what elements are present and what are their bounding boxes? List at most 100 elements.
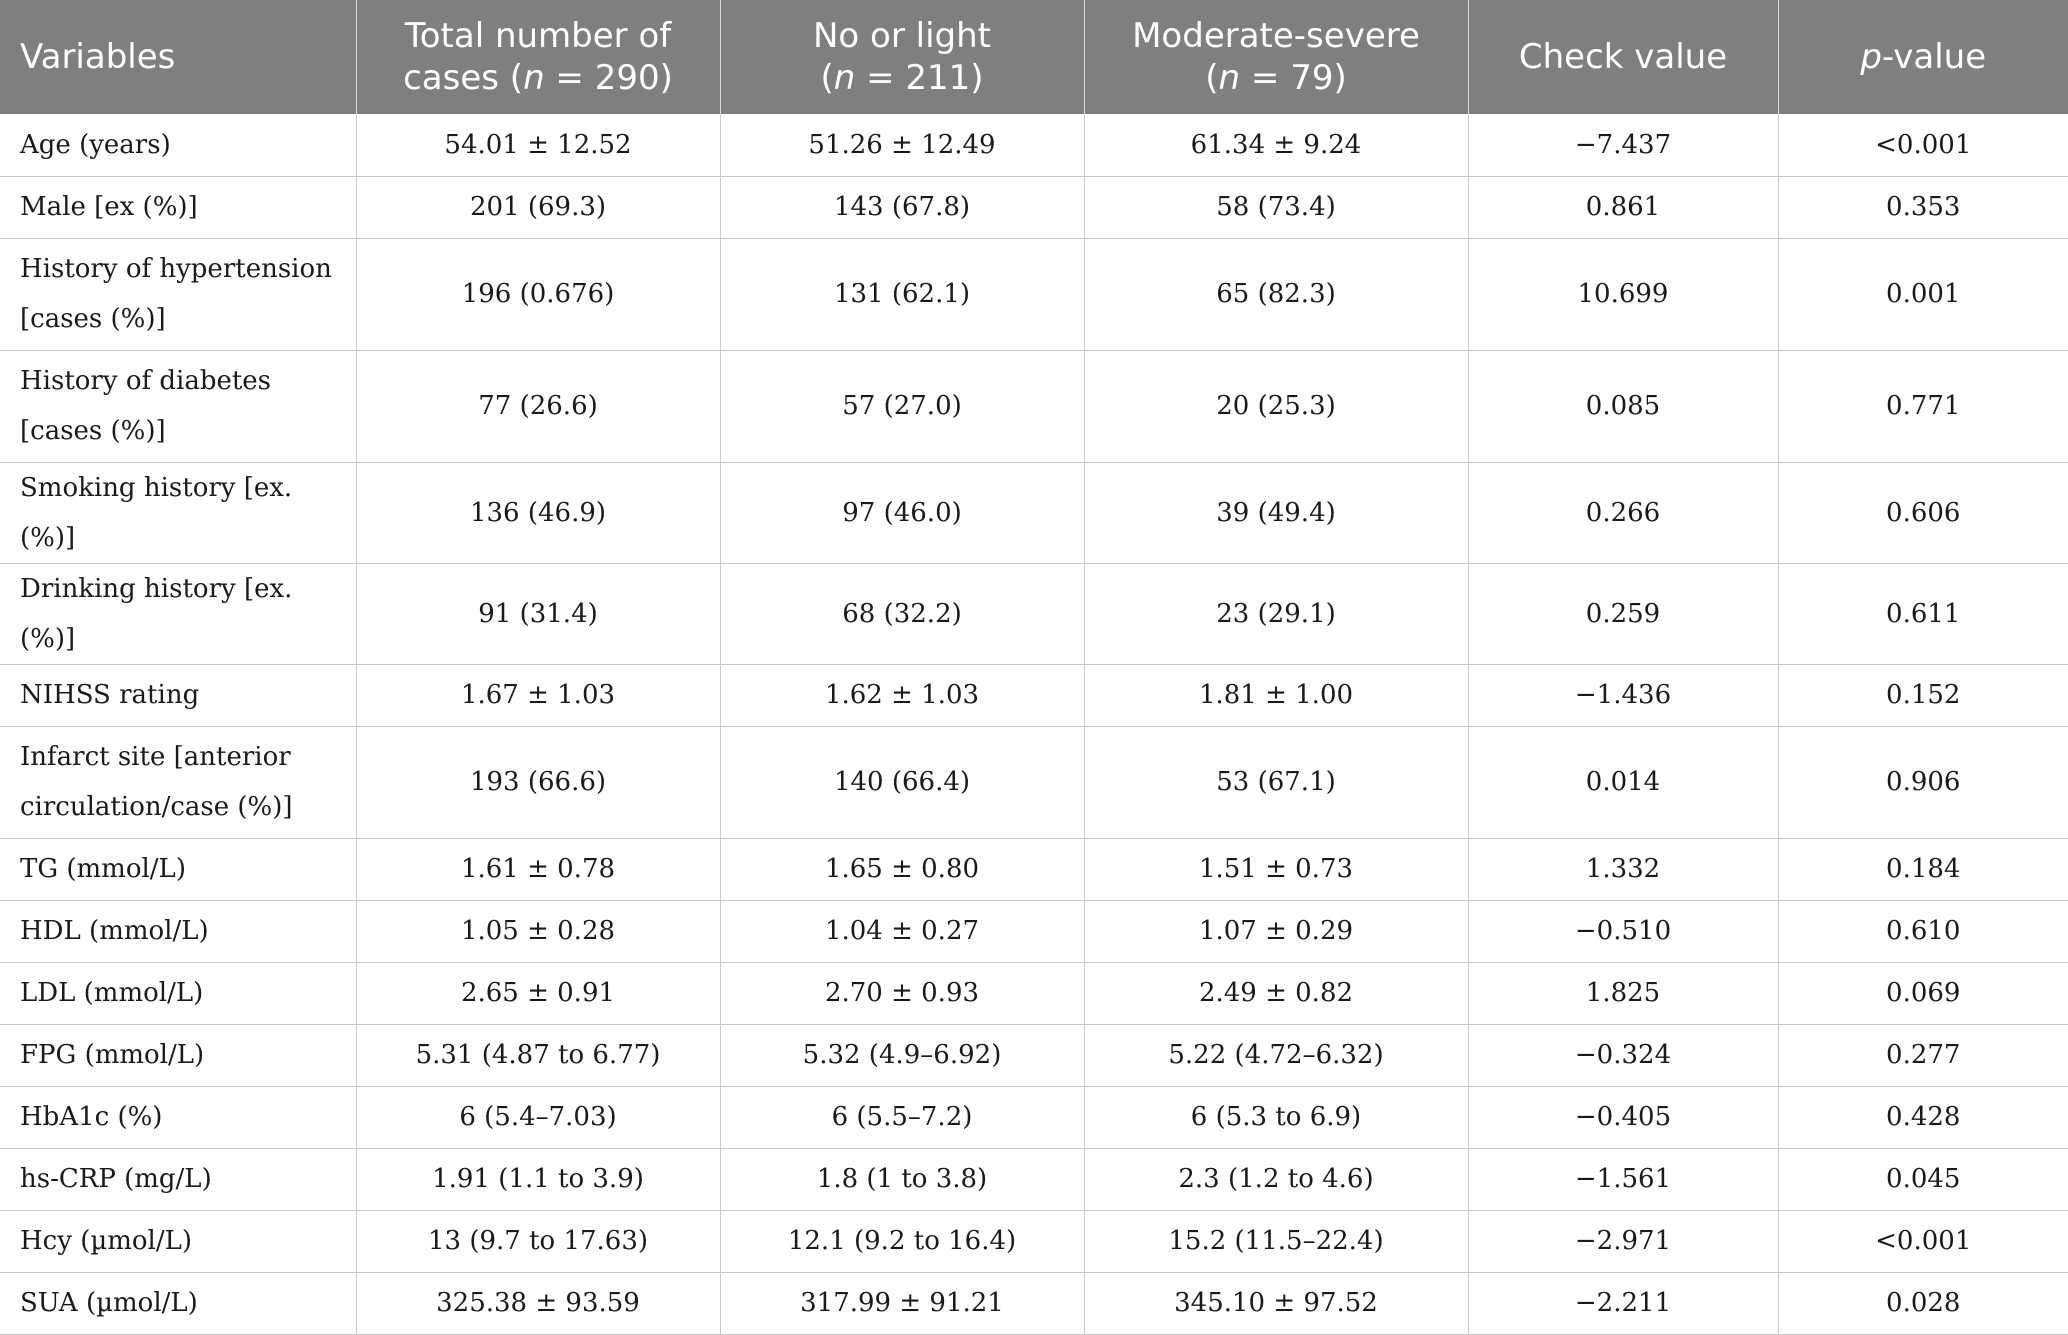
cell-light: 68 (32.2) [720,563,1085,665]
table-row: FPG (mmol/L) 5.31 (4.87 to 6.77) 5.32 (4… [0,1024,2068,1087]
cell-severe: 39 (49.4) [1084,462,1469,564]
table-row: History of hypertension [cases (%)] 196 … [0,238,2068,351]
cell-variable: LDL (mmol/L) [0,962,357,1025]
cell-severe: 6 (5.3 to 6.9) [1084,1086,1469,1149]
cell-variable: HbA1c (%) [0,1086,357,1149]
cell-severe: 1.81 ± 1.00 [1084,664,1469,727]
cell-variable: NIHSS rating [0,664,357,727]
table-row: Male [ex (%)] 201 (69.3) 143 (67.8) 58 (… [0,176,2068,239]
header-row: Variables Total number of cases (n = 290)… [0,0,2068,114]
cell-severe: 5.22 (4.72–6.32) [1084,1024,1469,1087]
cell-light: 6 (5.5–7.2) [720,1086,1085,1149]
cell-total: 91 (31.4) [356,563,721,665]
cell-variable: History of hypertension [cases (%)] [0,238,357,351]
cell-total: 1.61 ± 0.78 [356,838,721,901]
cell-variable: HDL (mmol/L) [0,900,357,963]
cell-check: −7.437 [1468,114,1779,177]
cell-light: 51.26 ± 12.49 [720,114,1085,177]
table-row: TG (mmol/L) 1.61 ± 0.78 1.65 ± 0.80 1.51… [0,838,2068,901]
cell-severe: 15.2 (11.5–22.4) [1084,1210,1469,1273]
header-variables: Variables [0,0,357,114]
cell-check: −1.436 [1468,664,1779,727]
cell-p: 0.606 [1778,462,2068,564]
cell-severe: 345.10 ± 97.52 [1084,1272,1469,1335]
cell-check: 0.861 [1468,176,1779,239]
cell-variable: History of diabetes [cases (%)] [0,350,357,463]
header-total-cases: Total number of cases (n = 290) [356,0,721,114]
header-no-or-light: No or light (n = 211) [720,0,1085,114]
cell-variable: FPG (mmol/L) [0,1024,357,1087]
cell-total: 1.91 (1.1 to 3.9) [356,1148,721,1211]
cell-total: 2.65 ± 0.91 [356,962,721,1025]
cell-check: −2.211 [1468,1272,1779,1335]
table-row: HDL (mmol/L) 1.05 ± 0.28 1.04 ± 0.27 1.0… [0,900,2068,963]
cell-p: 0.428 [1778,1086,2068,1149]
cell-check: 1.825 [1468,962,1779,1025]
cell-check: 10.699 [1468,238,1779,351]
cell-severe: 65 (82.3) [1084,238,1469,351]
cell-light: 97 (46.0) [720,462,1085,564]
cell-severe: 61.34 ± 9.24 [1084,114,1469,177]
table-row: Smoking history [ex. (%)] 136 (46.9) 97 … [0,462,2068,564]
cell-severe: 2.49 ± 0.82 [1084,962,1469,1025]
cell-total: 196 (0.676) [356,238,721,351]
table-row: Infarct site [anterior circulation/case … [0,726,2068,839]
cell-total: 6 (5.4–7.03) [356,1086,721,1149]
cell-p: 0.069 [1778,962,2068,1025]
cell-severe: 53 (67.1) [1084,726,1469,839]
header-moderate-severe: Moderate-severe (n = 79) [1084,0,1469,114]
cell-p: <0.001 [1778,114,2068,177]
cell-check: −0.405 [1468,1086,1779,1149]
cell-total: 136 (46.9) [356,462,721,564]
cell-total: 201 (69.3) [356,176,721,239]
cell-total: 77 (26.6) [356,350,721,463]
cell-light: 5.32 (4.9–6.92) [720,1024,1085,1087]
cell-light: 12.1 (9.2 to 16.4) [720,1210,1085,1273]
table-body: Age (years) 54.01 ± 12.52 51.26 ± 12.49 … [0,114,2068,1335]
cell-check: 1.332 [1468,838,1779,901]
cell-total: 193 (66.6) [356,726,721,839]
table-row: Drinking history [ex. (%)] 91 (31.4) 68 … [0,563,2068,665]
cell-light: 1.04 ± 0.27 [720,900,1085,963]
cell-variable: hs-CRP (mg/L) [0,1148,357,1211]
cell-p: 0.906 [1778,726,2068,839]
cell-severe: 20 (25.3) [1084,350,1469,463]
cell-check: 0.014 [1468,726,1779,839]
table-row: NIHSS rating 1.67 ± 1.03 1.62 ± 1.03 1.8… [0,664,2068,727]
table-row: Hcy (µmol/L) 13 (9.7 to 17.63) 12.1 (9.2… [0,1210,2068,1273]
cell-p: <0.001 [1778,1210,2068,1273]
cell-variable: SUA (µmol/L) [0,1272,357,1335]
cell-variable: Smoking history [ex. (%)] [0,462,357,564]
cell-check: 0.266 [1468,462,1779,564]
cell-severe: 1.51 ± 0.73 [1084,838,1469,901]
cell-check: 0.085 [1468,350,1779,463]
cell-severe: 2.3 (1.2 to 4.6) [1084,1148,1469,1211]
cell-p: 0.610 [1778,900,2068,963]
cell-check: −0.510 [1468,900,1779,963]
cell-p: 0.028 [1778,1272,2068,1335]
cell-p: 0.771 [1778,350,2068,463]
cell-total: 1.67 ± 1.03 [356,664,721,727]
cell-variable: Hcy (µmol/L) [0,1210,357,1273]
cell-light: 143 (67.8) [720,176,1085,239]
cell-light: 2.70 ± 0.93 [720,962,1085,1025]
table-header: Variables Total number of cases (n = 290)… [0,0,2068,114]
cell-p: 0.277 [1778,1024,2068,1087]
cell-p: 0.353 [1778,176,2068,239]
cell-p: 0.184 [1778,838,2068,901]
cell-light: 1.65 ± 0.80 [720,838,1085,901]
cell-p: 0.611 [1778,563,2068,665]
cell-light: 57 (27.0) [720,350,1085,463]
table-row: hs-CRP (mg/L) 1.91 (1.1 to 3.9) 1.8 (1 t… [0,1148,2068,1211]
cell-severe: 23 (29.1) [1084,563,1469,665]
table-row: History of diabetes [cases (%)] 77 (26.6… [0,350,2068,463]
cell-variable: TG (mmol/L) [0,838,357,901]
cell-check: −1.561 [1468,1148,1779,1211]
cell-light: 317.99 ± 91.21 [720,1272,1085,1335]
cell-check: −0.324 [1468,1024,1779,1087]
cell-p: 0.045 [1778,1148,2068,1211]
cell-check: −2.971 [1468,1210,1779,1273]
cell-severe: 1.07 ± 0.29 [1084,900,1469,963]
cell-severe: 58 (73.4) [1084,176,1469,239]
